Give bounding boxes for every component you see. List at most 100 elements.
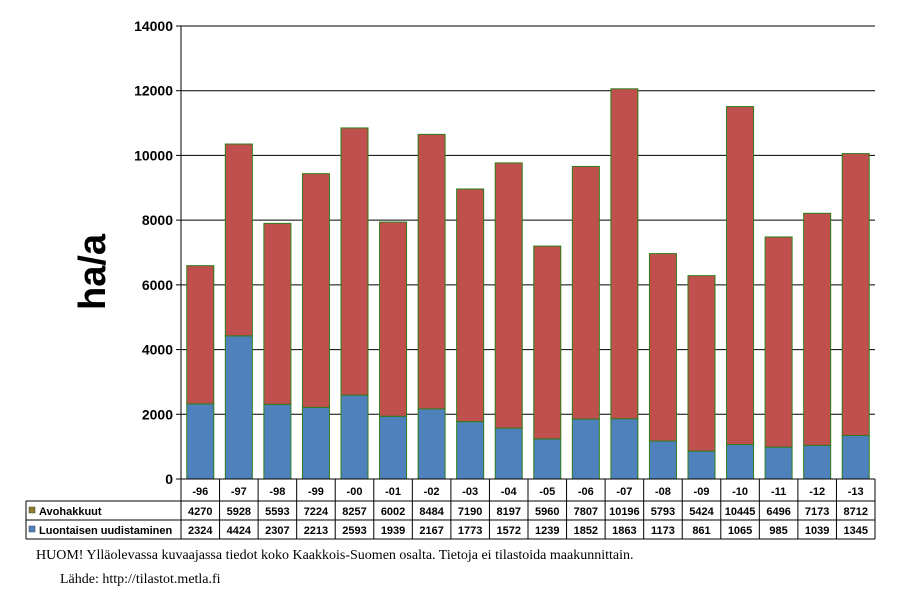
x-tick-label: -96 [192, 486, 208, 498]
x-tick-label: -01 [385, 486, 401, 498]
x-tick-label: -03 [462, 486, 478, 498]
x-tick-label: -11 [771, 486, 786, 498]
source-note: Lähde: http://tilastot.metla.fi [60, 572, 221, 587]
data-label: 2593 [342, 525, 366, 537]
data-label: 1239 [535, 525, 559, 537]
y-tick-label: 10000 [134, 147, 173, 163]
bar-luontaisen-uudistaminen [610, 418, 639, 480]
y-tick-label: 2000 [142, 406, 173, 422]
bars [186, 88, 870, 480]
bar-avohakkuut [687, 275, 716, 452]
bar-avohakkuut [186, 265, 215, 405]
legend-marker [28, 525, 36, 533]
bar-avohakkuut [417, 133, 446, 410]
data-label: 8257 [342, 506, 366, 518]
data-label: 4270 [188, 506, 212, 518]
legend-marker [28, 506, 36, 514]
x-tick-label: -08 [655, 486, 671, 498]
stacked-bar-chart: 0 2000 4000 6000 8000 10000 12000 14000 ha/a -9… [25, 18, 876, 540]
y-tick-label: 0 [165, 471, 173, 487]
bar-avohakkuut [456, 188, 485, 423]
data-label: 8197 [496, 506, 520, 518]
data-table: -96 -97 -98 -99 -00 -01 -02 -03 -04 -05 -06 -07 -08 -… [25, 478, 876, 540]
data-label: 1939 [381, 525, 405, 537]
data-label: 5960 [535, 506, 559, 518]
bar-avohakkuut [648, 253, 677, 442]
data-label: 5928 [227, 506, 251, 518]
y-tick-label: 4000 [142, 342, 173, 358]
bar-avohakkuut [379, 221, 408, 417]
bar-avohakkuut [263, 222, 292, 405]
x-tick-label: -05 [539, 486, 555, 498]
data-label: 5593 [265, 506, 289, 518]
bar-luontaisen-uudistaminen [726, 444, 755, 480]
bar-avohakkuut [610, 88, 639, 420]
data-label: 1572 [496, 525, 520, 537]
data-label: 2324 [188, 525, 213, 537]
data-label: 5793 [651, 506, 675, 518]
data-label: 6002 [381, 506, 405, 518]
x-tick-label: -06 [578, 486, 594, 498]
bar-luontaisen-uudistaminen [263, 403, 292, 480]
bar-luontaisen-uudistaminen [379, 415, 408, 480]
bar-luontaisen-uudistaminen [456, 421, 485, 480]
bar-avohakkuut [494, 162, 523, 429]
x-tick-label: -13 [848, 486, 864, 498]
bar-luontaisen-uudistaminen [301, 406, 330, 480]
x-tick-label: -00 [347, 486, 363, 498]
footnote: HUOM! Ylläolevassa kuvaajassa tiedot kok… [36, 548, 634, 563]
bar-luontaisen-uudistaminen [224, 335, 253, 480]
data-label: 8712 [843, 506, 867, 518]
legend-label: Avohakkuut [39, 506, 102, 518]
bar-luontaisen-uudistaminen [340, 394, 369, 480]
data-label: 7173 [805, 506, 829, 518]
data-label: 6496 [766, 506, 790, 518]
bar-luontaisen-uudistaminen [803, 444, 832, 480]
bar-avohakkuut [803, 212, 832, 446]
x-tick-label: -99 [308, 486, 324, 498]
bar-luontaisen-uudistaminen [417, 408, 446, 480]
bar-luontaisen-uudistaminen [533, 438, 562, 480]
x-tick-label: -10 [732, 486, 748, 498]
y-axis: 0 2000 4000 6000 8000 10000 12000 14000 [134, 18, 182, 487]
data-label: 1345 [843, 525, 867, 537]
bar-avohakkuut [340, 127, 369, 396]
bar-avohakkuut [764, 236, 793, 448]
x-tick-label: -97 [231, 486, 247, 498]
data-label: 1039 [805, 525, 829, 537]
legend-label: Luontaisen uudistaminen [39, 525, 173, 537]
data-label: 2307 [265, 525, 289, 537]
bar-avohakkuut [301, 173, 330, 408]
data-label: 985 [769, 525, 787, 537]
bar-luontaisen-uudistaminen [648, 440, 677, 480]
data-label: 1065 [728, 525, 752, 537]
bar-avohakkuut [841, 153, 870, 436]
data-label: 2213 [304, 525, 328, 537]
y-tick-label: 8000 [142, 212, 173, 228]
y-tick-label: 12000 [134, 83, 173, 99]
bar-luontaisen-uudistaminen [571, 418, 600, 480]
x-tick-label: -07 [616, 486, 632, 498]
y-tick-label: 14000 [134, 18, 173, 34]
x-tick-label: -02 [424, 486, 440, 498]
x-tick-label: -98 [269, 486, 285, 498]
data-label: 10196 [609, 506, 640, 518]
bar-luontaisen-uudistaminen [841, 434, 870, 480]
data-label: 7224 [304, 506, 329, 518]
bar-avohakkuut [533, 245, 562, 440]
data-label: 7807 [574, 506, 598, 518]
bar-luontaisen-uudistaminen [687, 450, 716, 480]
data-label: 1852 [574, 525, 598, 537]
data-label: 1863 [612, 525, 636, 537]
bar-luontaisen-uudistaminen [186, 403, 215, 480]
data-label: 1173 [651, 525, 675, 537]
bar-luontaisen-uudistaminen [764, 446, 793, 480]
bar-avohakkuut [224, 143, 253, 337]
x-tick-label: -09 [694, 486, 710, 498]
data-label: 8484 [419, 506, 444, 518]
bar-avohakkuut [726, 106, 755, 446]
data-label: 7190 [458, 506, 482, 518]
bar-avohakkuut [571, 165, 600, 420]
gridlines [181, 25, 875, 480]
data-label: 10445 [725, 506, 756, 518]
